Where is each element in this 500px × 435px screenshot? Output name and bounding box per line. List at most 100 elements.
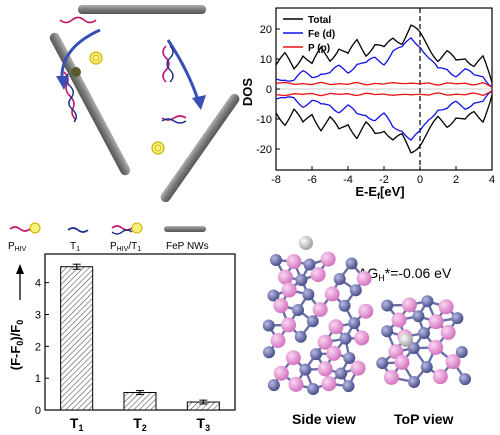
dos-legend: Total Fe (d) P (p) (283, 15, 335, 54)
p-atom (270, 332, 286, 348)
p-atom (285, 350, 301, 366)
fe-atom (295, 273, 308, 286)
fe-atom (269, 254, 282, 267)
fe-atom (345, 257, 358, 270)
bar-ytick-label: 2 (35, 341, 41, 353)
p-atom (383, 369, 399, 385)
fe-atom (339, 332, 352, 345)
legend-nanowire-label: FeP NWs (166, 241, 209, 252)
fe-atom (294, 330, 307, 343)
dos-ytick-label: 10 (260, 54, 272, 66)
legend-target-label: T1 (70, 241, 80, 253)
p-atom (326, 345, 342, 361)
dos-ytick-label: -10 (256, 114, 272, 126)
p-atom (310, 267, 326, 283)
dos-xtick-label: -4 (343, 174, 353, 186)
p-atom (324, 286, 340, 302)
fe-atom (455, 345, 468, 358)
p-atom (445, 354, 461, 370)
fe-atom (302, 288, 315, 301)
dos-series-down-0 (275, 94, 493, 154)
p-atom (273, 298, 289, 314)
fe-atom (418, 327, 431, 340)
dos-xlabel: E-Ef[eV] (355, 184, 404, 201)
dos-series-down-1 (275, 91, 493, 141)
fe-atom (343, 351, 356, 364)
bar-ylabel: (F-F0)/F0 (8, 320, 25, 370)
fe-atom (335, 367, 348, 380)
p-atom (286, 254, 302, 270)
p-atom (358, 303, 374, 319)
fe-atom (333, 272, 346, 285)
p-atom (288, 376, 304, 392)
dos-legend-label: Fe (d) (308, 29, 335, 40)
fe-atom (309, 348, 322, 361)
hydrogen-atom (299, 236, 313, 250)
arrowhead-icon-2 (192, 95, 206, 110)
fe-atom (408, 375, 421, 388)
duplex-strand-blue (166, 45, 174, 83)
legend-hybrid-glyph-blue (111, 229, 133, 235)
structure-panel: ΔGH*=-0.06 eV Side view ToP view (262, 236, 471, 427)
p-atom (394, 354, 410, 370)
arrow-icon (60, 28, 101, 81)
nanowire-right (160, 93, 240, 203)
top-view-structure (376, 295, 471, 388)
dos-legend-label: Total (308, 15, 331, 26)
dos-xtick-label: 2 (453, 174, 459, 186)
duplex-strand-2-blue (161, 118, 187, 124)
legend-probe-label: PHIV (8, 241, 27, 253)
dos-ytick-label: -20 (256, 144, 272, 156)
p-atom (428, 339, 444, 355)
bar (123, 391, 157, 411)
p-atom (281, 317, 297, 333)
fe-atom (342, 380, 355, 393)
nanowire-top (78, 5, 206, 14)
legend-hybrid-label: PHIV/T1 (110, 241, 141, 253)
bar-chart: 0 1 2 3 4 T1 T2 T3 (F-F0)/F0 (8, 253, 236, 433)
fe-atom (376, 357, 389, 370)
side-view-structure (262, 236, 374, 395)
fe-atom (306, 315, 319, 328)
fluorophore-icon (89, 51, 103, 65)
quencher-dot (71, 67, 81, 77)
p-atom (354, 330, 370, 346)
fe-atom (299, 363, 312, 376)
dos-ytick-label: 20 (260, 24, 272, 36)
p-atom (320, 251, 336, 267)
dos-ylabel: DOS (240, 78, 255, 107)
bar-category-label: T1 (70, 415, 84, 433)
dos-xtick-label: -8 (271, 174, 281, 186)
p-atom (281, 282, 297, 298)
fe-atom (381, 299, 394, 312)
fe-atom (267, 289, 280, 302)
dna-strand-bound (63, 71, 77, 121)
fe-atom (338, 299, 351, 312)
legend-nanowire-glyph (164, 226, 206, 232)
p-atom (438, 299, 454, 315)
legend-gold-icon-2 (131, 222, 143, 234)
fe-atom (420, 360, 433, 373)
bar-ytick-label: 0 (35, 405, 41, 417)
dos-xtick-label: 0 (417, 174, 423, 186)
p-atom (277, 269, 293, 285)
bar-ytick-label: 4 (35, 278, 41, 290)
dos-series-down-2 (275, 89, 493, 97)
top-view-label: ToP view (394, 411, 454, 427)
p-atom (440, 324, 456, 340)
p-atom (312, 301, 328, 317)
fe-atom (303, 258, 316, 271)
legend-gold-icon (29, 222, 41, 234)
bar (60, 266, 94, 411)
fluorophore-icon-2 (151, 141, 165, 155)
energy-label: ΔGH*=-0.06 eV (358, 265, 452, 283)
p-atom (317, 334, 333, 350)
bar-ytick-label: 3 (35, 309, 41, 321)
bar-category-label: T3 (197, 415, 211, 433)
dos-series-up-2 (275, 81, 493, 89)
hydrogen-atom (399, 333, 413, 347)
fe-atom (263, 346, 276, 359)
ylabel-arrow-icon (16, 264, 24, 274)
fe-atom (349, 284, 362, 297)
